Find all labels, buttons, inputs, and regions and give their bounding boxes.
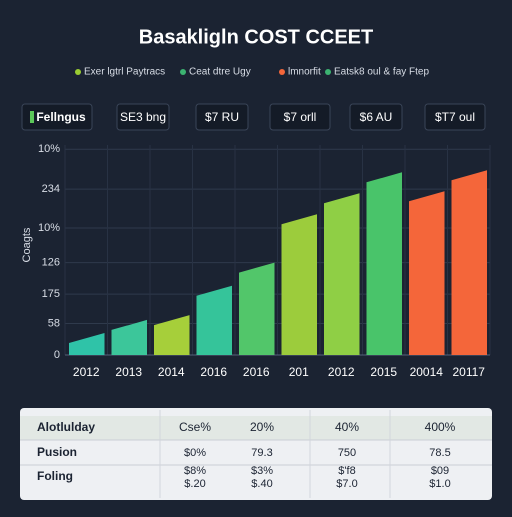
y-tick-label: 10%: [38, 222, 60, 234]
x-tick-label: 2015: [370, 365, 397, 379]
bar: [366, 172, 402, 355]
table-cell: $.20: [184, 478, 205, 490]
table-cell: Foling: [37, 469, 73, 483]
chart-title: Basakligln COST CCEET: [139, 26, 374, 48]
legend-label: Eatsk8 oul & fay Ftep: [334, 67, 429, 78]
y-tick-label: 234: [42, 183, 60, 195]
y-tick-label: 0: [54, 349, 60, 361]
bar: [451, 170, 487, 355]
x-tick-label: 2014: [158, 365, 185, 379]
filter-button[interactable]: [349, 103, 403, 131]
filter-button[interactable]: [424, 103, 486, 131]
table-header-cell: Alotlulday: [37, 420, 95, 434]
table-cell: $8%: [184, 465, 206, 477]
legend-label: Ceat dtre Ugy: [189, 67, 251, 78]
x-tick-label: 201: [289, 365, 309, 379]
x-tick-label: 20117: [453, 365, 486, 379]
table-cell: $.40: [251, 478, 272, 490]
legend-label: Exer lgtrl Paytracs: [84, 67, 165, 78]
table-cell: 78.5: [429, 447, 450, 459]
y-tick-label: 126: [42, 257, 60, 269]
bar: [409, 191, 445, 355]
table-cell: $7.0: [336, 478, 357, 490]
y-tick-label: 10%: [38, 143, 60, 155]
table-header-row: [20, 416, 492, 440]
x-tick-label: 2016: [200, 365, 227, 379]
table-cell: $3%: [251, 465, 273, 477]
bar: [324, 193, 360, 355]
x-tick-label: 20014: [410, 365, 444, 379]
x-tick-label: 2013: [115, 365, 142, 379]
bar: [196, 285, 232, 355]
legend-dot: [279, 69, 285, 75]
bar: [154, 315, 190, 355]
y-tick-label: 58: [48, 317, 60, 329]
table-cell: $0%: [184, 447, 206, 459]
table-header-cell: 20%: [250, 420, 274, 434]
x-tick-label: 2012: [73, 365, 100, 379]
table-cell: 750: [338, 447, 356, 459]
table-header-cell: 400%: [425, 420, 456, 434]
filter-button[interactable]: [21, 103, 93, 131]
legend-dot: [325, 69, 331, 75]
table-cell: $09: [431, 465, 449, 477]
filter-button[interactable]: [269, 103, 331, 131]
button-label: $7 orll: [284, 110, 317, 124]
filter-button[interactable]: [195, 103, 249, 131]
table-header-cell: 40%: [335, 420, 359, 434]
table-cell: $'f8: [338, 465, 355, 477]
button-label: $7 RU: [205, 110, 239, 124]
button-label: $6 AU: [360, 110, 393, 124]
y-tick-label: 175: [42, 288, 60, 300]
table-cell: Pusion: [37, 445, 77, 459]
table-cell: $1.0: [429, 478, 450, 490]
x-tick-label: 2012: [328, 365, 355, 379]
button-marker: [30, 111, 34, 123]
legend-dot: [75, 69, 81, 75]
table-cell: 79.3: [251, 447, 272, 459]
button-label: SE3 bng: [120, 110, 166, 124]
x-tick-label: 2016: [243, 365, 270, 379]
bar: [281, 214, 317, 355]
legend-dot: [180, 69, 186, 75]
bar: [239, 262, 275, 355]
bar: [69, 332, 105, 355]
table-header-cell: Cse%: [179, 420, 211, 434]
filter-button[interactable]: [116, 103, 170, 131]
button-label: Fellngus: [36, 110, 86, 124]
button-label: $T7 oul: [435, 110, 475, 124]
legend-label: lmnorfit: [288, 67, 321, 78]
y-axis-title: Coagts: [21, 227, 33, 262]
bar: [111, 319, 147, 355]
